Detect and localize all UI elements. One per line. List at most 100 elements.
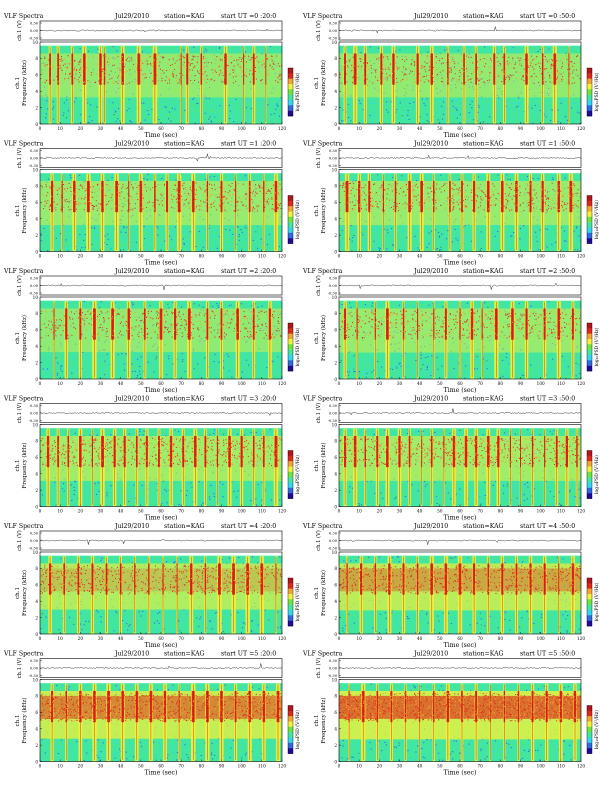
colorbar-segment — [288, 238, 293, 244]
spectrogram-panel: VLF Spectra Jul29/2010 station=KAG start UT… — [302, 141, 600, 267]
y-tick-label: 0 — [35, 377, 38, 382]
waveform-tick-label: -0.30 — [29, 164, 39, 168]
x-tick-label: 70 — [477, 764, 483, 769]
panel-station: station=KAG — [164, 396, 205, 403]
panel-date: Jul29/2010 — [114, 396, 149, 403]
y-tick-label: 6 — [334, 73, 337, 78]
x-tick-label: 60 — [457, 636, 463, 641]
x-tick-label: 60 — [457, 509, 463, 514]
waveform-ylabel: ch.1 (V) — [16, 20, 23, 41]
colorbar-frame — [586, 67, 593, 117]
colorbar-segment — [587, 455, 592, 462]
x-tick-label: 40 — [417, 764, 423, 769]
x-tick-label: 110 — [258, 509, 266, 514]
y-tick-label: 6 — [334, 200, 337, 205]
colorbar-segment — [288, 599, 293, 605]
y-tick-label: 8 — [334, 566, 337, 571]
y-tick-label: 6 — [35, 328, 38, 333]
channel-label: ch.1 — [314, 714, 320, 726]
x-tick-label: 60 — [158, 126, 164, 131]
colorbar-segment — [587, 78, 592, 85]
x-tick-label: 100 — [537, 636, 545, 641]
panel-start-ut: start UT =0 :50:0 — [520, 13, 575, 20]
waveform-tick-label: 0.30 — [30, 277, 39, 281]
colorbar-segment — [587, 594, 592, 600]
panel-title: VLF Spectra — [302, 523, 343, 530]
colorbar-segment — [587, 583, 592, 589]
x-tick-label: 30 — [397, 381, 403, 386]
y-tick-label: 2 — [35, 743, 38, 748]
colorbar-segment — [587, 493, 592, 499]
spectrogram-panel: VLF Spectra Jul29/2010 station=KAG start UT… — [302, 13, 600, 139]
x-tick-label: 80 — [199, 636, 205, 641]
panel-station: station=KAG — [463, 523, 504, 530]
y-tick-label: 10 — [33, 550, 39, 555]
x-tick-label: 30 — [98, 764, 104, 769]
x-tick-label: 50 — [437, 636, 443, 641]
x-tick-label: 0 — [39, 381, 42, 386]
x-tick-label: 120 — [278, 509, 286, 514]
x-tick-label: 120 — [577, 254, 585, 259]
panel-title: VLF Spectra — [302, 268, 343, 275]
x-tick-label: 40 — [118, 381, 124, 386]
panel-start-ut: start UT =0 :20:0 — [221, 13, 276, 20]
x-tick-label: 0 — [39, 126, 42, 131]
x-tick-label: 20 — [78, 636, 84, 641]
colorbar-segment — [288, 710, 293, 717]
channel-label: ch.1 — [15, 332, 21, 344]
x-axis-label: Time (sec) — [145, 642, 178, 649]
x-tick-label: 80 — [498, 381, 504, 386]
x-axis-label: Time (sec) — [444, 770, 477, 777]
x-tick-label: 40 — [417, 254, 423, 259]
x-axis-label: Time (sec) — [444, 260, 477, 267]
waveform-ylabel: ch.1 (V) — [315, 530, 322, 551]
y-tick-label: 0 — [334, 249, 337, 254]
x-tick-label: 120 — [278, 126, 286, 131]
x-tick-label: 10 — [57, 509, 63, 514]
x-tick-label: 10 — [57, 254, 63, 259]
waveform-tick-label: -0.30 — [328, 674, 338, 678]
spectrogram-panel: VLF Spectra Jul29/2010 station=KAG start UT… — [302, 396, 600, 522]
y-tick-label: 2 — [35, 233, 38, 238]
x-tick-label: 90 — [518, 126, 524, 131]
colorbar-segment — [288, 450, 293, 457]
x-tick-label: 80 — [199, 254, 205, 259]
spectrogram-panel: VLF Spectra Jul29/2010 station=KAG start UT… — [3, 396, 301, 522]
spectrogram-image — [40, 169, 282, 252]
panel-start-ut: start UT =1 :20:0 — [221, 141, 276, 148]
colorbar-segment — [288, 737, 293, 744]
x-tick-label: 90 — [219, 381, 225, 386]
x-tick-label: 110 — [557, 126, 565, 131]
y-tick-label: 2 — [334, 743, 337, 748]
colorbar-frame — [287, 195, 294, 244]
colorbar-segment — [587, 68, 592, 74]
spectrogram-panel: VLF Spectra Jul29/2010 station=KAG start UT… — [302, 268, 600, 394]
x-tick-label: 120 — [278, 254, 286, 259]
colorbar-segment — [288, 455, 293, 462]
channel-label: ch.1 — [314, 77, 320, 89]
colorbar-segment — [288, 365, 293, 372]
x-tick-label: 70 — [477, 381, 483, 386]
x-tick-label: 0 — [39, 764, 42, 769]
waveform-tick-label: -0.30 — [29, 547, 39, 551]
x-tick-label: 60 — [158, 254, 164, 259]
colorbar-label: log₁₀PSD (V²/Hz) — [294, 72, 301, 111]
colorbar-segment — [288, 620, 293, 627]
waveform-trace — [40, 283, 283, 290]
colorbar-segment — [587, 461, 592, 467]
colorbar-segment — [288, 578, 293, 584]
waveform-tick-label: -0.30 — [29, 292, 39, 296]
x-tick-label: 70 — [178, 254, 184, 259]
y-axis-label: Frequency (kHz) — [21, 60, 28, 106]
waveform-tick-label: -0.30 — [29, 419, 39, 423]
panel-station: station=KAG — [164, 523, 205, 530]
x-tick-label: 0 — [39, 636, 42, 641]
waveform-tick-label: -0.30 — [328, 419, 338, 423]
panel-station: station=KAG — [463, 141, 504, 148]
colorbar-label: log₁₀PSD (V²/Hz) — [593, 72, 600, 111]
panel-title: VLF Spectra — [302, 396, 343, 403]
x-tick-label: 80 — [199, 764, 205, 769]
waveform-tick-label: 0.00 — [30, 284, 39, 288]
x-tick-label: 40 — [417, 381, 423, 386]
waveform-tick-label: 0.00 — [30, 29, 39, 33]
